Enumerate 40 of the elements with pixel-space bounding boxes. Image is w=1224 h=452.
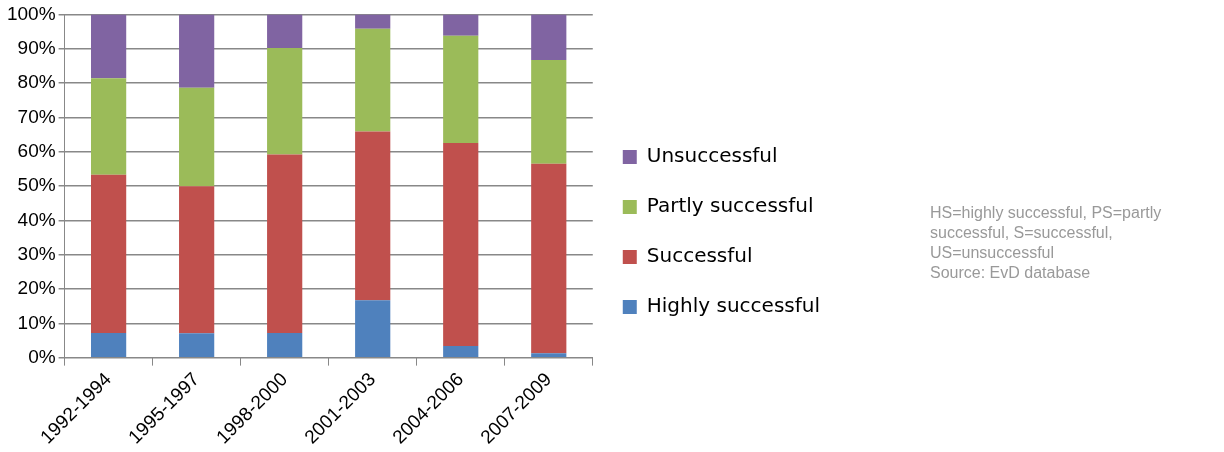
y-tick-label: 50% <box>17 174 56 196</box>
bar <box>531 353 567 357</box>
bar <box>91 174 127 333</box>
legend-label: Successful <box>646 243 753 268</box>
bar <box>443 35 479 144</box>
bar <box>355 131 391 301</box>
bar <box>267 154 303 333</box>
bar <box>91 14 127 79</box>
bar <box>443 345 479 357</box>
bar <box>267 48 303 155</box>
legend-label: Unsuccessful <box>646 143 778 168</box>
y-tick-label: 40% <box>17 208 56 230</box>
bar <box>179 14 215 88</box>
bar <box>91 78 127 175</box>
bar <box>355 14 391 29</box>
bar <box>267 332 303 357</box>
bar <box>443 143 479 346</box>
y-tick-label: 60% <box>17 139 56 161</box>
y-tick-label: 80% <box>17 71 56 93</box>
bar <box>531 14 567 61</box>
bar <box>267 14 303 49</box>
legend-label: Highly successful <box>646 293 821 318</box>
bar <box>531 60 567 164</box>
y-tick-label: 30% <box>17 242 56 264</box>
bar <box>179 333 215 357</box>
bar <box>355 300 391 357</box>
legend-label: Partly successful <box>646 193 814 218</box>
y-tick-label: 0% <box>28 345 56 367</box>
y-tick-label: 10% <box>17 311 56 333</box>
bar <box>179 87 215 187</box>
bar <box>531 163 567 354</box>
bar <box>443 14 479 36</box>
bar <box>91 332 127 357</box>
bar <box>179 186 215 334</box>
text: HS=highly successful, PS=partly successful, S=successful, US=unsuccessful Source: EvD database <box>930 203 1163 283</box>
y-tick-label: 100% <box>6 2 56 24</box>
y-tick-label: 20% <box>17 277 56 299</box>
y-tick-label: 90% <box>17 36 56 58</box>
bar <box>355 28 391 132</box>
y-tick-label: 70% <box>17 105 56 127</box>
